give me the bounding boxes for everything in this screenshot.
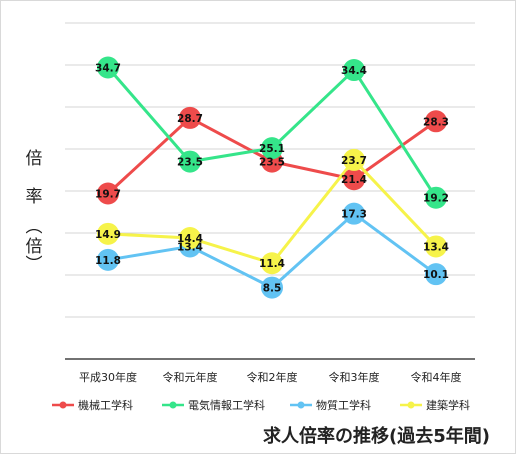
legend-label: 建築学科	[426, 398, 470, 412]
data-point	[97, 56, 119, 79]
data-label: 28.3	[423, 116, 449, 128]
data-point	[425, 186, 447, 209]
data-label: 23.5	[259, 157, 285, 169]
data-label: 19.7	[95, 189, 121, 201]
data-label: 34.4	[341, 65, 367, 77]
chart-title: 求人倍率の推移(過去5年間)	[263, 426, 490, 447]
x-tick-label: 令和2年度	[247, 370, 298, 384]
y-axis-label-char: 倍	[26, 149, 43, 169]
x-tick-label: 令和元年度	[163, 370, 218, 384]
data-point	[425, 110, 447, 133]
data-point	[425, 263, 447, 286]
data-label: 13.4	[423, 241, 449, 253]
data-label: 13.4	[177, 241, 203, 253]
data-point	[97, 182, 119, 205]
legend-marker	[407, 401, 415, 409]
data-label: 34.7	[95, 63, 121, 75]
series-line	[106, 66, 438, 199]
data-label: 19.2	[423, 193, 449, 205]
series-line	[107, 212, 437, 290]
x-tick-label: 令和3年度	[329, 370, 380, 384]
data-point	[343, 202, 365, 225]
data-point	[179, 227, 201, 250]
data-point	[261, 252, 283, 275]
data-point	[343, 59, 365, 82]
data-label: 8.5	[263, 283, 282, 295]
data-point	[261, 137, 283, 160]
data-label: 23.5	[177, 157, 203, 169]
data-label: 11.8	[95, 255, 121, 267]
data-label: 28.7	[177, 113, 203, 125]
series-line	[107, 158, 438, 265]
data-label: 11.4	[259, 258, 285, 270]
data-point	[343, 168, 365, 191]
data-point	[179, 150, 201, 173]
data-label: 10.1	[423, 269, 449, 281]
legend-label: 機械工学科	[78, 398, 133, 412]
data-label: 14.9	[95, 229, 121, 241]
legend-marker	[169, 401, 177, 409]
legend-label: 物質工学科	[316, 398, 371, 412]
data-point	[425, 235, 447, 258]
data-point	[97, 222, 119, 245]
data-label: 21.4	[341, 174, 367, 186]
data-label: 25.1	[259, 143, 285, 155]
x-tick-label: 令和4年度	[411, 370, 462, 384]
legend-label: 電気情報工学科	[188, 398, 265, 412]
data-point	[179, 106, 201, 129]
y-axis-label-char: ︵	[26, 217, 43, 237]
data-point	[343, 148, 365, 171]
x-tick-label: 平成30年度	[79, 370, 137, 384]
data-point	[97, 248, 119, 271]
legend-marker	[59, 401, 67, 409]
y-axis-label-char: ︶	[26, 255, 43, 275]
data-point	[261, 276, 283, 299]
data-label: 23.7	[341, 155, 367, 167]
legend-marker	[297, 401, 305, 409]
y-axis-label-char: 倍	[26, 237, 43, 257]
data-label: 14.4	[177, 233, 203, 245]
y-axis-label-char: 率	[26, 187, 43, 207]
data-label: 17.3	[341, 209, 367, 221]
